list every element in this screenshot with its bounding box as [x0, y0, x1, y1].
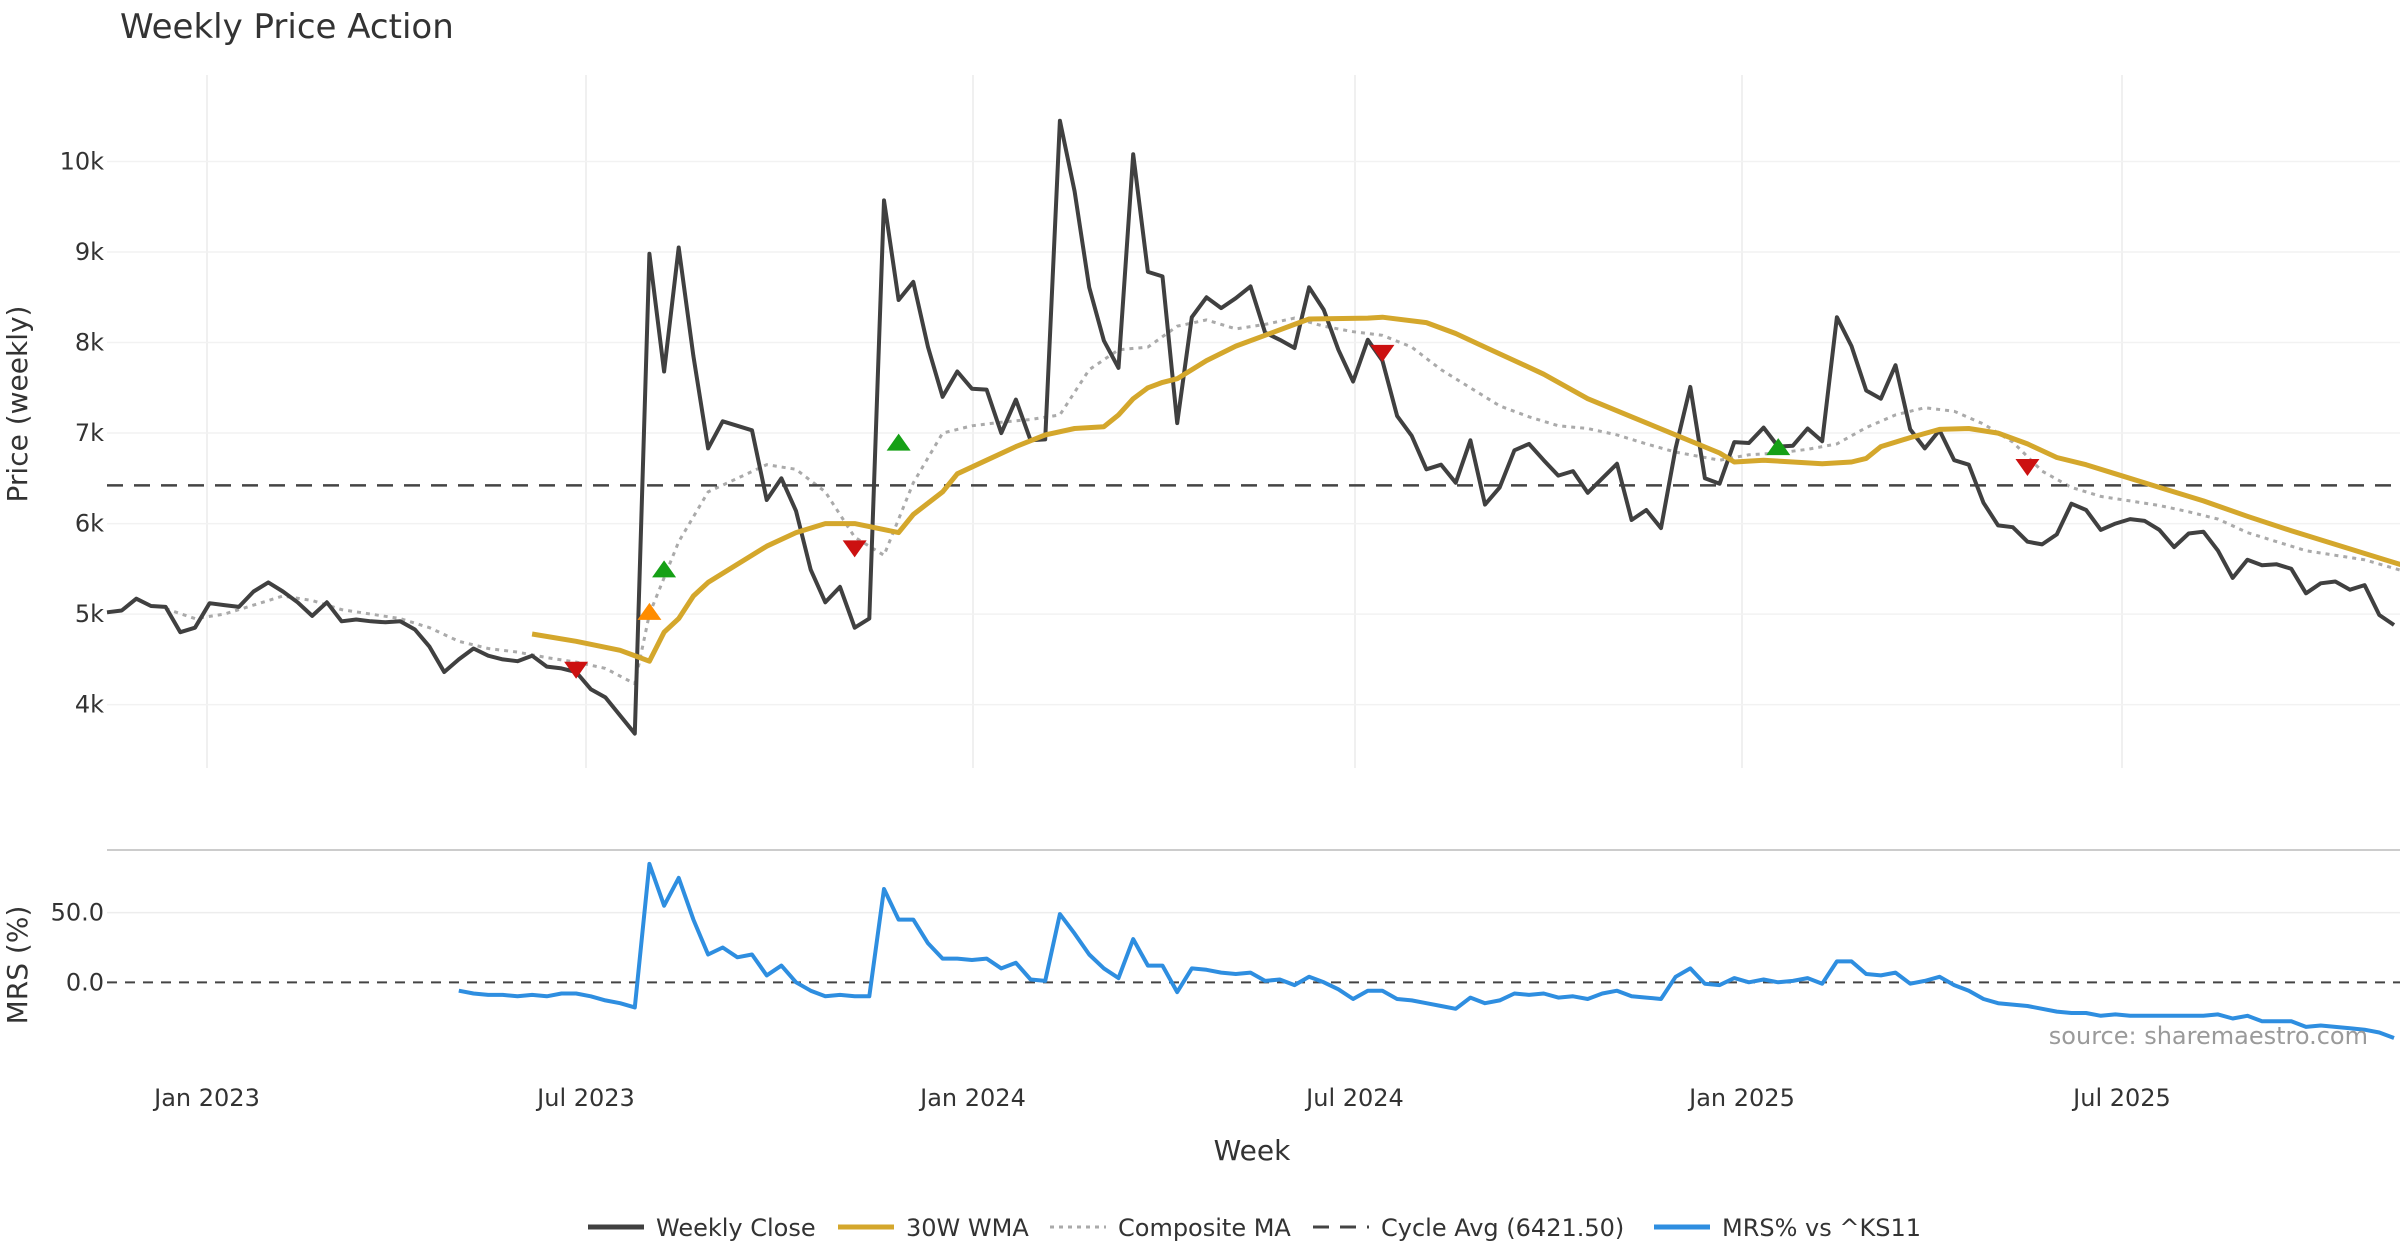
legend-label: MRS% vs ^KS11	[1722, 1214, 1921, 1242]
x-tick-label: Jul 2023	[535, 1084, 635, 1112]
series-mrs	[458, 861, 2395, 1040]
series-30w-wma	[531, 314, 2400, 664]
price-y-tick-label: 8k	[75, 329, 104, 357]
price-y-tick-label: 7k	[75, 419, 104, 447]
buy-signal-marker	[652, 560, 677, 578]
chart-title: Weekly Price Action	[120, 7, 454, 47]
legend-item: 30W WMA	[838, 1214, 1029, 1242]
axes: Jan 2023 Jul 2023 Jan 2024 Jul 2024 Jan 2025…	[51, 147, 2171, 1112]
grid	[107, 75, 2400, 914]
buy-signal-marker	[1766, 438, 1791, 456]
series-weekly-close	[106, 118, 2396, 736]
price-y-tick-label: 10k	[60, 147, 105, 175]
buy-signal-marker	[637, 602, 662, 620]
sell-signal-marker	[2015, 458, 2040, 476]
mrs-y-tick-label: 50.0	[51, 899, 104, 927]
sell-signal-marker	[564, 661, 589, 679]
x-axis-label: Week	[1214, 1134, 1291, 1167]
legend-label: 30W WMA	[906, 1214, 1029, 1242]
price-y-tick-label: 4k	[75, 691, 104, 719]
legend-item: MRS% vs ^KS11	[1654, 1214, 1921, 1242]
x-tick-label: Jul 2024	[1304, 1084, 1404, 1112]
source-credit: source: sharemaestro.com	[2049, 1022, 2368, 1050]
mrs-y-tick-label: 0.0	[66, 968, 104, 996]
legend-label: Composite MA	[1118, 1214, 1291, 1242]
x-tick-label: Jan 2023	[152, 1084, 260, 1112]
sell-signal-marker	[842, 540, 867, 558]
legend: Weekly Close 30W WMA Composite MA Cycle Avg…	[588, 1214, 1921, 1242]
x-tick-label: Jul 2025	[2071, 1084, 2171, 1112]
series-composite-ma	[165, 316, 2400, 687]
mrs-panel	[107, 861, 2400, 1040]
legend-item: Weekly Close	[588, 1214, 816, 1242]
x-tick-label: Jan 2024	[918, 1084, 1026, 1112]
price-y-tick-label: 6k	[75, 510, 104, 538]
price-y-axis-label: Price (weekly)	[1, 306, 34, 503]
price-y-tick-label: 5k	[75, 600, 104, 628]
x-tick-label: Jan 2025	[1687, 1084, 1795, 1112]
price-y-tick-label: 9k	[75, 238, 104, 266]
legend-label: Cycle Avg (6421.50)	[1381, 1214, 1624, 1242]
mrs-y-axis-label: MRS (%)	[1, 906, 34, 1025]
sell-signal-marker	[1370, 344, 1395, 362]
buy-signal-marker	[886, 433, 911, 451]
legend-item: Cycle Avg (6421.50)	[1313, 1214, 1624, 1242]
legend-item: Composite MA	[1050, 1214, 1291, 1242]
legend-label: Weekly Close	[656, 1214, 816, 1242]
price-panel	[106, 118, 2400, 736]
